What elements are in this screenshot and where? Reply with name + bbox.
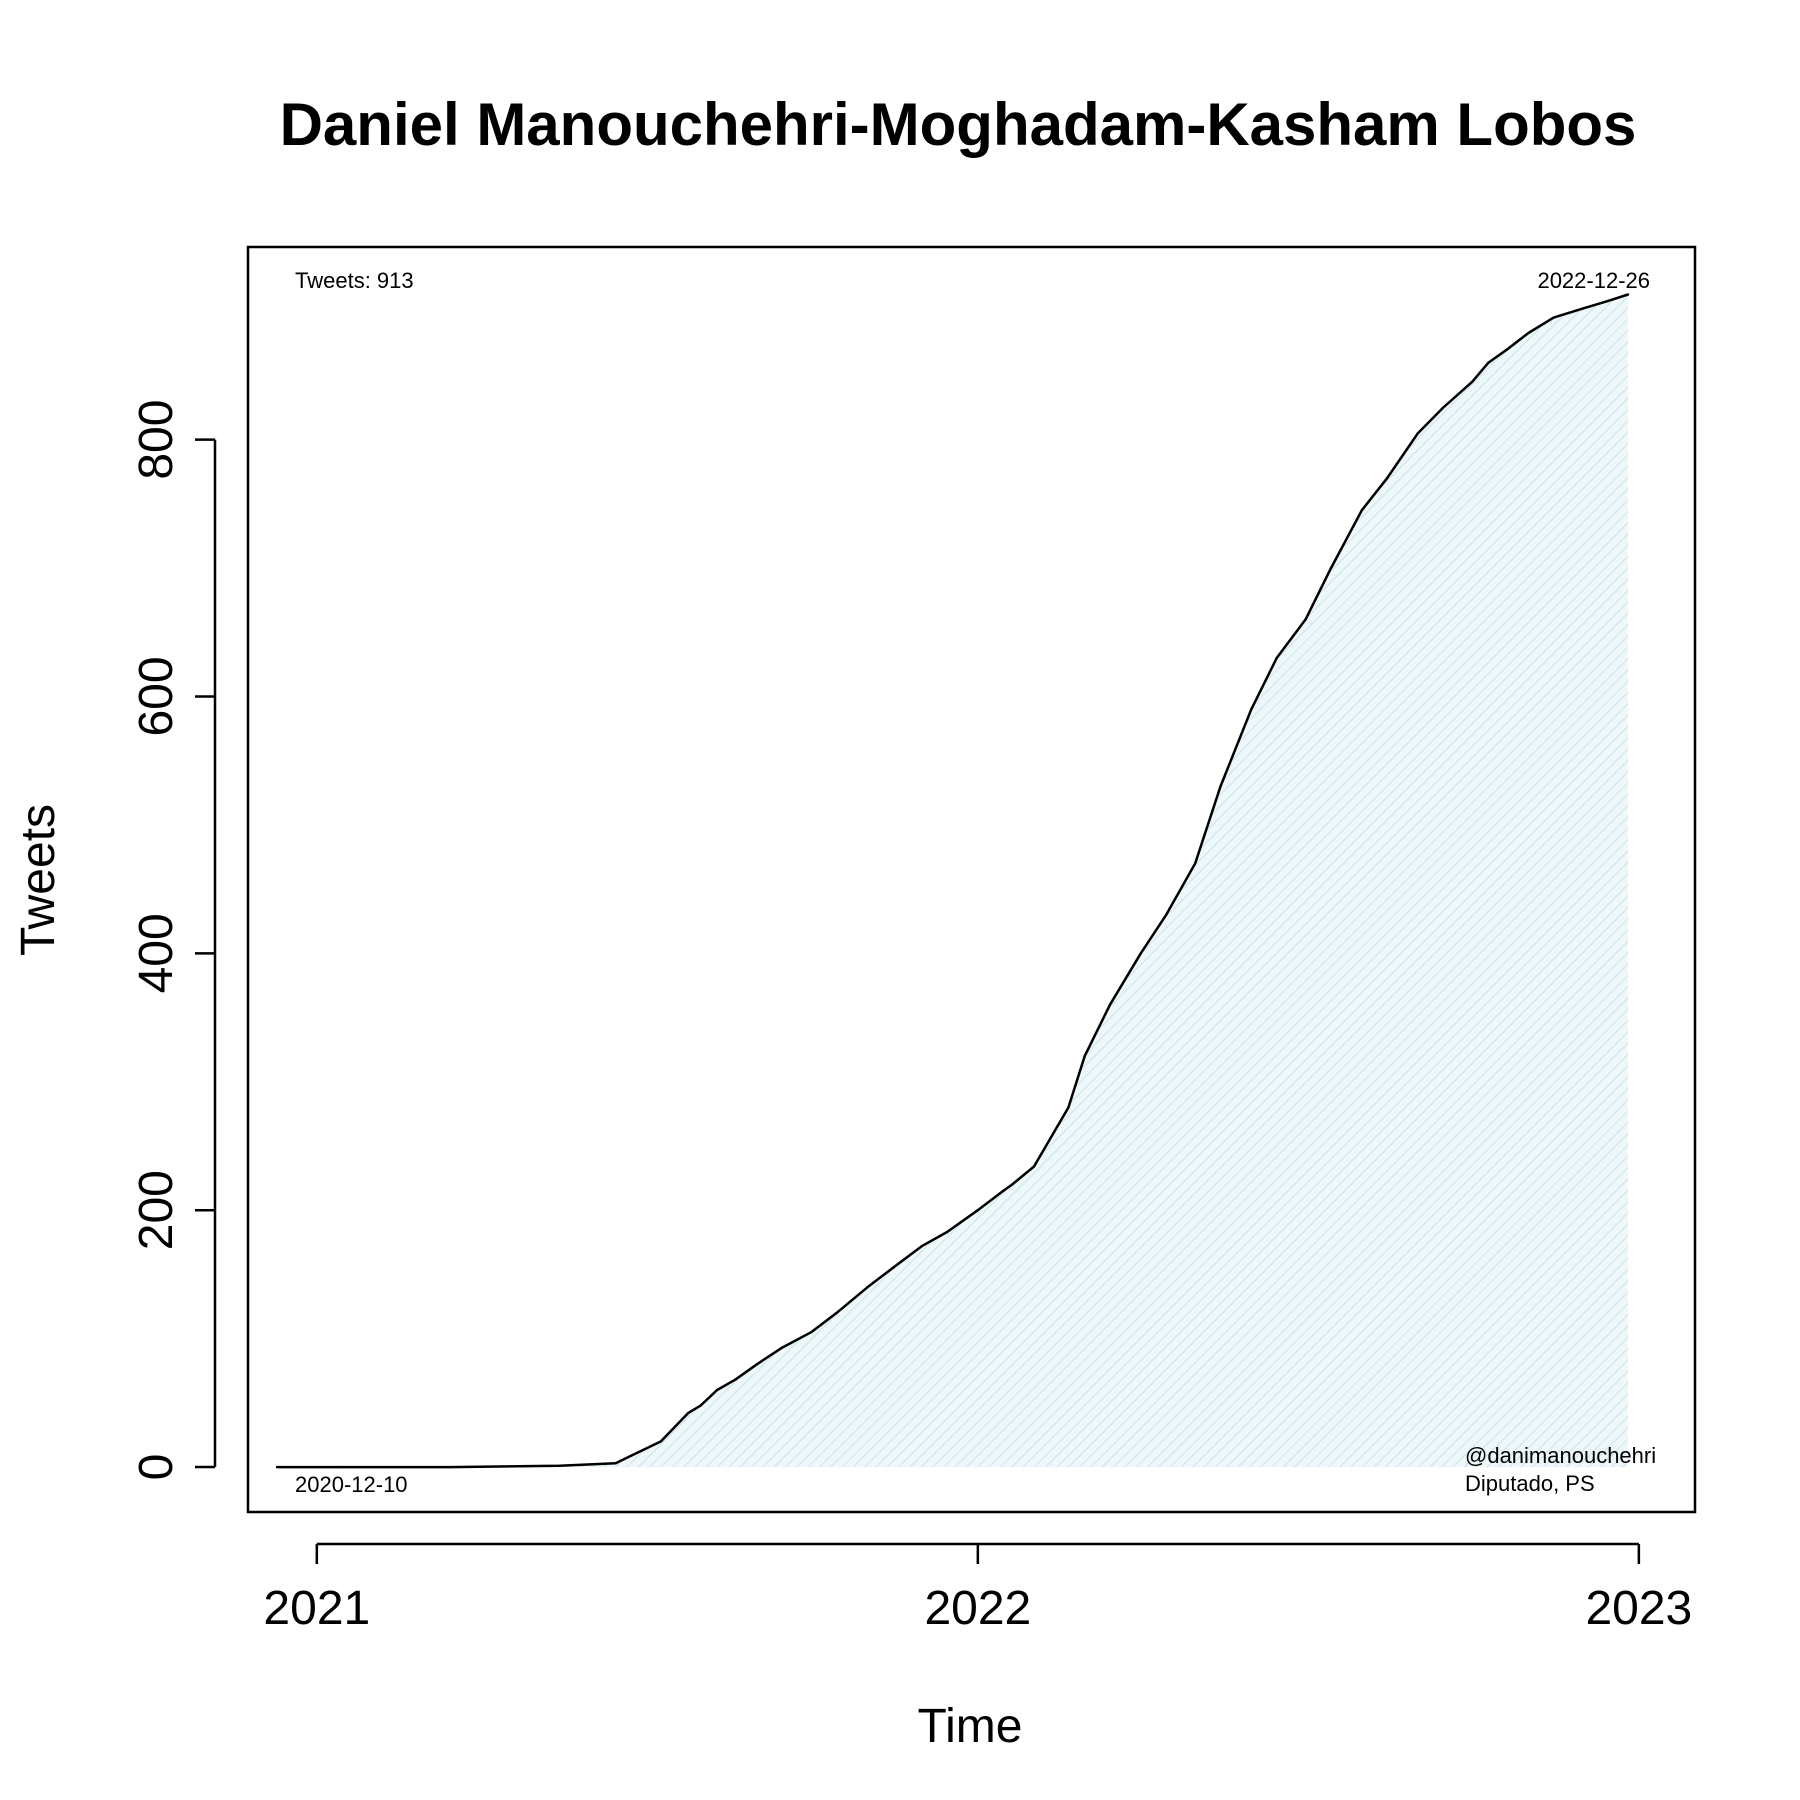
handle-annotation: @danimanouchehri xyxy=(1465,1443,1656,1468)
data-point xyxy=(1385,477,1389,480)
data-point xyxy=(1442,406,1445,409)
start-date-annotation: 2020-12-10 xyxy=(295,1472,408,1497)
x-tick-label: 2023 xyxy=(1585,1582,1692,1635)
y-tick-label: 400 xyxy=(130,913,183,993)
data-point xyxy=(835,1311,838,1315)
data-point xyxy=(781,1346,784,1349)
data-point xyxy=(1360,509,1364,512)
data-point xyxy=(715,1388,719,1392)
data-point xyxy=(1304,618,1307,621)
data-point xyxy=(341,1465,344,1469)
data-point xyxy=(1108,1003,1112,1006)
x-tick-label: 2021 xyxy=(263,1582,370,1635)
data-point xyxy=(755,1363,759,1366)
y-tick-label: 200 xyxy=(130,1170,183,1250)
data-point xyxy=(275,1465,279,1469)
y-tick-label: 0 xyxy=(130,1454,183,1481)
data-point xyxy=(1139,952,1143,955)
y-tick-label: 600 xyxy=(130,656,183,736)
data-point xyxy=(1505,348,1508,351)
end-date-annotation: 2022-12-26 xyxy=(1537,268,1650,293)
x-tick-label: 2022 xyxy=(924,1582,1031,1635)
data-point xyxy=(1581,307,1584,310)
data-point xyxy=(810,1331,813,1334)
data-point xyxy=(686,1411,690,1415)
x-axis-title: Time xyxy=(918,1700,1023,1753)
data-point xyxy=(976,1209,979,1212)
chart-title: Daniel Manouchehri-Moghadam-Kasham Lobos xyxy=(280,91,1637,158)
data-point xyxy=(1416,432,1420,435)
data-point xyxy=(1329,566,1333,570)
y-axis: 0 200 400 600 800 xyxy=(130,400,217,1481)
data-point xyxy=(699,1404,702,1407)
y-axis-title: Tweets xyxy=(12,804,65,956)
data-point xyxy=(1606,299,1610,303)
data-point xyxy=(1487,361,1490,364)
data-point xyxy=(1275,656,1278,660)
data-point xyxy=(1194,862,1197,865)
data-point xyxy=(659,1440,663,1443)
data-point xyxy=(734,1378,737,1381)
data-point xyxy=(614,1462,617,1465)
data-point xyxy=(945,1230,949,1234)
data-point xyxy=(1626,293,1630,296)
tweet-count-annotation: Tweets: 913 xyxy=(295,268,414,293)
data-point xyxy=(866,1286,869,1289)
data-point xyxy=(1165,913,1168,916)
data-point xyxy=(1250,708,1253,711)
plot-area xyxy=(275,293,1630,1469)
data-point xyxy=(1552,316,1555,319)
area-fill xyxy=(277,294,1628,1468)
data-point xyxy=(1083,1054,1086,1058)
affiliation-annotation: Diputado, PS xyxy=(1465,1471,1595,1496)
data-point xyxy=(891,1266,894,1270)
plot-frame xyxy=(246,245,1697,1514)
data-point xyxy=(558,1464,561,1468)
data-point xyxy=(447,1465,451,1469)
data-point xyxy=(1527,331,1530,335)
data-point xyxy=(1067,1106,1070,1109)
data-point xyxy=(1219,785,1222,788)
y-tick-label: 800 xyxy=(130,400,183,480)
data-point xyxy=(1011,1183,1014,1186)
data-point xyxy=(920,1245,923,1248)
x-axis: 2021 2022 2023 xyxy=(263,1542,1692,1635)
data-point xyxy=(1032,1165,1036,1168)
data-point xyxy=(1471,380,1474,383)
data-point xyxy=(1002,1189,1005,1193)
